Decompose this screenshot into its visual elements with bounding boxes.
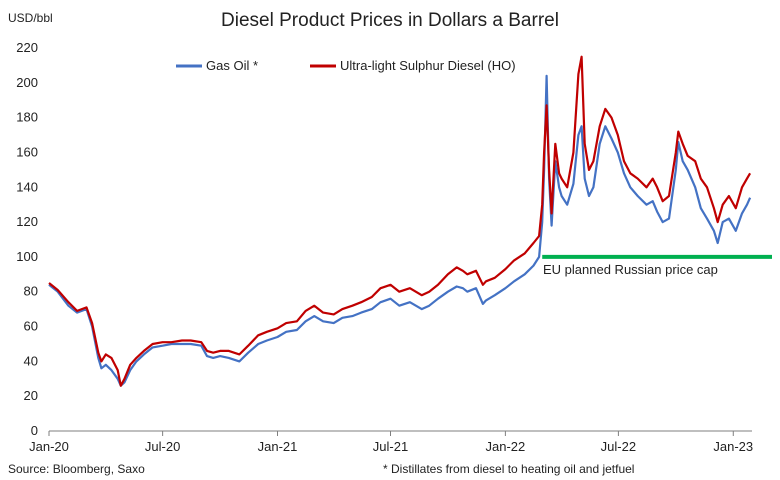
series-line-ulsd bbox=[48, 55, 752, 387]
series-line-gas-oil bbox=[48, 74, 752, 387]
x-tick-label: Jan-22 bbox=[486, 439, 526, 454]
y-axis-label: USD/bbl bbox=[8, 11, 53, 25]
y-tick-label: 0 bbox=[31, 423, 38, 438]
x-tick-label: Jul-21 bbox=[373, 439, 408, 454]
y-tick-label: 160 bbox=[16, 144, 38, 159]
price-cap-label: EU planned Russian price cap bbox=[543, 262, 718, 277]
y-tick-label: 60 bbox=[24, 319, 38, 334]
y-tick-label: 200 bbox=[16, 75, 38, 90]
footnote: * Distillates from diesel to heating oil… bbox=[383, 462, 634, 476]
y-tick-label: 120 bbox=[16, 214, 38, 229]
x-tick-label: Jan-21 bbox=[258, 439, 298, 454]
source-note: Source: Bloomberg, Saxo bbox=[8, 462, 145, 476]
legend: Gas Oil * Ultra-light Sulphur Diesel (HO… bbox=[176, 58, 516, 73]
series-lines bbox=[48, 55, 752, 387]
y-tick-label: 20 bbox=[24, 388, 38, 403]
y-tick-label: 40 bbox=[24, 353, 38, 368]
x-tick-label: Jul-22 bbox=[601, 439, 636, 454]
x-tick-label: Jul-20 bbox=[145, 439, 180, 454]
y-axis-ticks: 0 20 40 60 80 100 120 140 160 180 200 220 bbox=[16, 40, 38, 438]
x-axis-ticks: Jan-20 Jul-20 Jan-21 Jul-21 Jan-22 Jul-22 Jan-… bbox=[29, 431, 753, 454]
x-tick-label: Jan-20 bbox=[29, 439, 69, 454]
legend-label-ulsd: Ultra-light Sulphur Diesel (HO) bbox=[340, 58, 516, 73]
x-tick-label: Jan-23 bbox=[713, 439, 753, 454]
legend-label-gas-oil: Gas Oil * bbox=[206, 58, 258, 73]
y-tick-label: 220 bbox=[16, 40, 38, 55]
y-tick-label: 100 bbox=[16, 249, 38, 264]
y-tick-label: 180 bbox=[16, 110, 38, 125]
y-tick-label: 80 bbox=[24, 284, 38, 299]
y-tick-label: 140 bbox=[16, 179, 38, 194]
chart-title: Diesel Product Prices in Dollars a Barre… bbox=[221, 10, 559, 31]
